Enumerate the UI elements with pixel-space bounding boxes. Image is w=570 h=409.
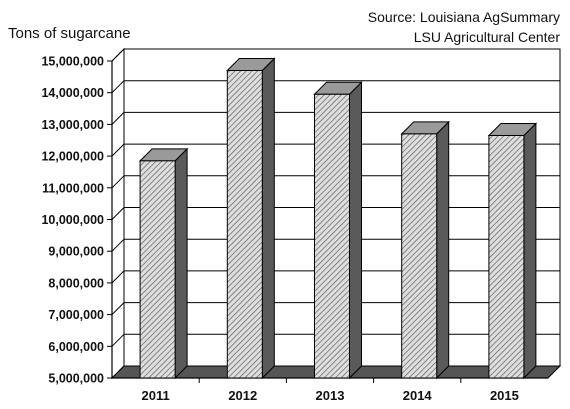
x-tick-label: 2014 bbox=[403, 388, 433, 403]
gridline-side bbox=[111, 333, 125, 347]
gridline-side bbox=[111, 48, 125, 62]
gridline-side bbox=[111, 143, 125, 157]
bar bbox=[314, 93, 350, 379]
y-tick-label: 10,000,000 bbox=[41, 213, 104, 227]
bar bbox=[401, 133, 438, 379]
y-tick-label: 11,000,000 bbox=[42, 181, 104, 195]
x-tick-label: 2013 bbox=[316, 388, 345, 403]
y-tick-label: 5,000,000 bbox=[48, 372, 104, 386]
x-tick-label: 2012 bbox=[228, 388, 257, 403]
bar-side bbox=[349, 81, 362, 380]
bar-side bbox=[523, 122, 537, 380]
gridline-side bbox=[111, 238, 125, 252]
gridline-side bbox=[111, 175, 125, 189]
x-tick-label: 2011 bbox=[141, 388, 169, 403]
bar bbox=[139, 160, 176, 379]
y-tick-label: 14,000,000 bbox=[41, 86, 104, 100]
gridline-side bbox=[111, 112, 125, 125]
bar-side bbox=[174, 147, 188, 380]
gridline-side bbox=[111, 207, 125, 220]
y-tick-label: 15,000,000 bbox=[41, 55, 104, 69]
gridline-side bbox=[111, 80, 125, 94]
y-tick-label: 7,000,000 bbox=[48, 308, 104, 322]
source-line-2: LSU Agricultural Center bbox=[414, 29, 561, 45]
y-tick-label: 12,000,000 bbox=[41, 150, 104, 164]
y-tick-label: 8,000,000 bbox=[48, 276, 104, 290]
gridline-side bbox=[111, 302, 125, 315]
y-axis-label: Tons of sugarcane bbox=[8, 25, 131, 42]
y-tick-label: 13,000,000 bbox=[41, 118, 104, 132]
gridline-side bbox=[111, 270, 125, 284]
bar bbox=[226, 70, 263, 379]
bar-side bbox=[261, 57, 275, 380]
y-tick-label: 6,000,000 bbox=[48, 340, 104, 354]
bar-side bbox=[436, 120, 450, 380]
y-tick-label: 9,000,000 bbox=[48, 245, 104, 259]
source-line-1: Source: Louisiana AgSummary bbox=[368, 9, 560, 25]
x-tick-label: 2015 bbox=[490, 388, 519, 403]
bar bbox=[488, 134, 525, 379]
plot-area: 5,000,000 6,000,000 7,000,000 8,000,000 9,00… bbox=[41, 47, 562, 403]
